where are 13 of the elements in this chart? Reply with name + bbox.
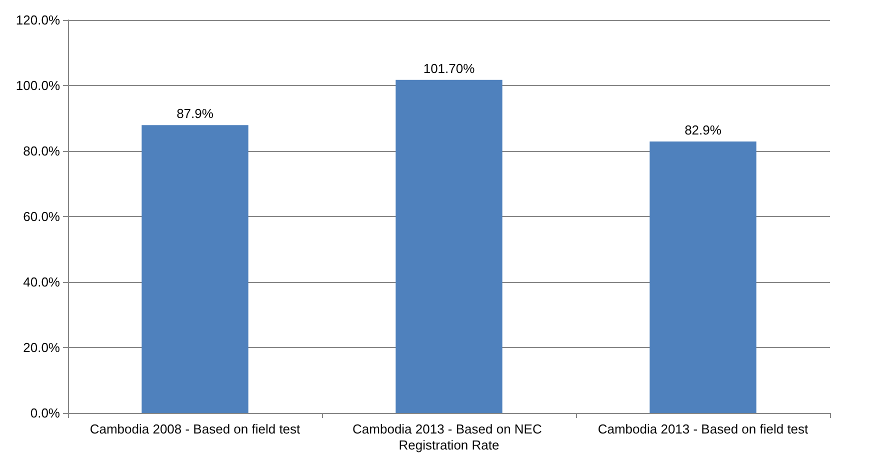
y-tick-label: 40.0% [23, 274, 60, 290]
y-tick-label: 100.0% [16, 78, 60, 93]
x-tick-label: Cambodia 2013 - Based on field test [598, 422, 809, 436]
data-label: 82.9% [684, 122, 722, 138]
y-tick-label: 0.0% [30, 406, 60, 420]
data-label: 101.70% [423, 60, 476, 76]
y-tick-label: 60.0% [23, 209, 60, 224]
y-tick-label: 120.0% [16, 12, 60, 28]
data-label: 87.9% [176, 106, 214, 122]
x-tick-label: Cambodia 2008 - Based on field test [90, 422, 301, 436]
y-tick-label: 20.0% [23, 340, 60, 355]
y-tick-label: 80.0% [23, 144, 60, 158]
x-tick-label: Cambodia 2013 - Based on NEC Registration Rate [352, 422, 546, 452]
